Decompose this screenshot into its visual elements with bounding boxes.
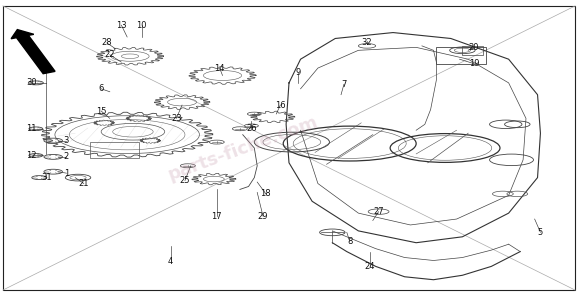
Text: 19: 19 bbox=[469, 59, 479, 68]
Text: 31: 31 bbox=[41, 173, 51, 182]
Text: 11: 11 bbox=[27, 124, 37, 133]
Text: 14: 14 bbox=[214, 64, 225, 73]
Text: 27: 27 bbox=[373, 207, 384, 216]
FancyArrow shape bbox=[11, 30, 55, 74]
Text: parts-fiche.com: parts-fiche.com bbox=[165, 112, 320, 184]
Text: 4: 4 bbox=[168, 258, 173, 266]
Text: 13: 13 bbox=[116, 21, 127, 30]
Text: 8: 8 bbox=[347, 237, 353, 246]
Bar bbox=[462, 46, 483, 55]
Text: 16: 16 bbox=[275, 101, 286, 110]
Text: 17: 17 bbox=[212, 212, 222, 221]
Text: 9: 9 bbox=[295, 68, 301, 77]
Text: 20: 20 bbox=[469, 43, 479, 52]
Text: 21: 21 bbox=[79, 179, 89, 188]
Text: 30: 30 bbox=[27, 78, 37, 87]
Text: 25: 25 bbox=[180, 176, 190, 185]
Text: 6: 6 bbox=[98, 84, 104, 93]
Text: 28: 28 bbox=[102, 38, 112, 47]
Bar bbox=[436, 47, 486, 64]
Text: 32: 32 bbox=[362, 38, 372, 47]
Text: 3: 3 bbox=[64, 136, 69, 145]
Text: 5: 5 bbox=[538, 228, 543, 237]
Bar bbox=[90, 142, 139, 158]
Text: 29: 29 bbox=[258, 212, 268, 221]
Text: 12: 12 bbox=[27, 151, 37, 160]
Text: 24: 24 bbox=[365, 262, 375, 271]
Text: 22: 22 bbox=[105, 50, 115, 59]
Text: 23: 23 bbox=[171, 114, 181, 123]
Text: 2: 2 bbox=[64, 152, 69, 161]
Text: 7: 7 bbox=[341, 80, 347, 89]
Text: 15: 15 bbox=[96, 107, 106, 115]
Text: 10: 10 bbox=[136, 21, 147, 30]
Text: 18: 18 bbox=[261, 189, 271, 198]
Text: 1: 1 bbox=[64, 169, 69, 178]
Text: 26: 26 bbox=[246, 124, 257, 133]
